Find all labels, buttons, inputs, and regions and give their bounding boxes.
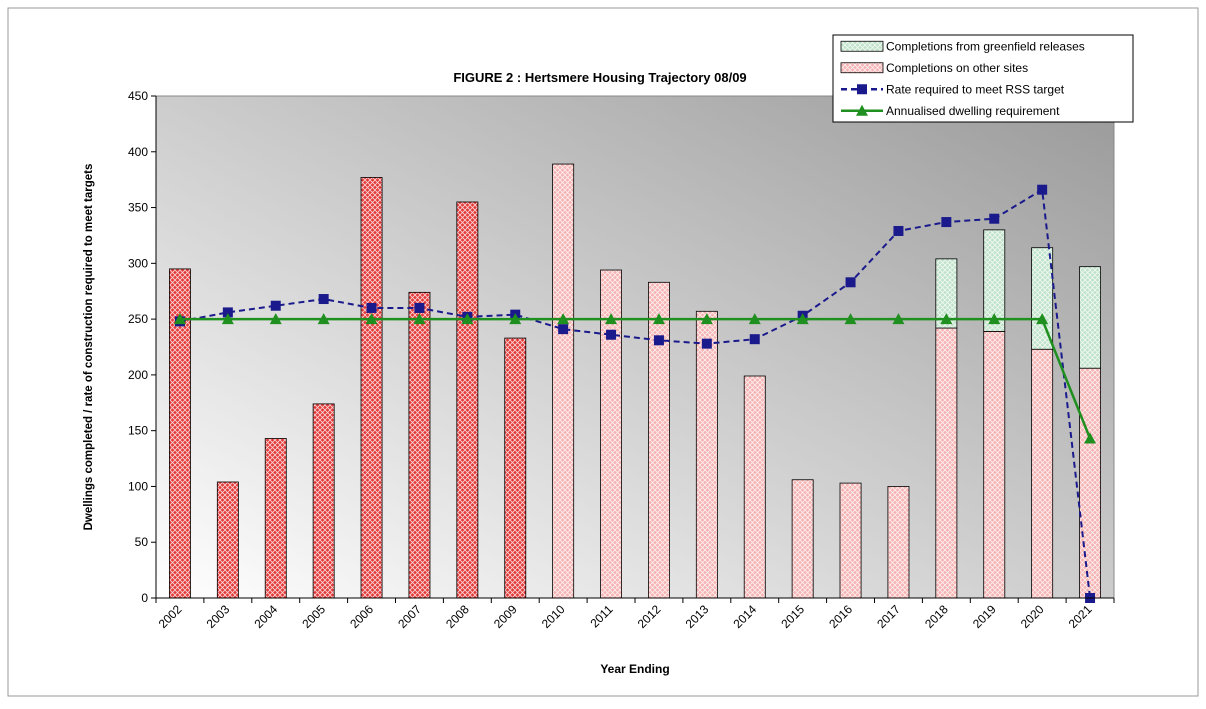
- legend-label: Rate required to meet RSS target: [886, 82, 1065, 96]
- line: [179, 188, 1092, 599]
- marker: [989, 213, 1000, 224]
- y-tick-label: 350: [128, 201, 148, 215]
- legend-marker: [857, 84, 867, 95]
- marker: [365, 313, 378, 325]
- bar: [887, 486, 910, 599]
- marker: [1037, 184, 1048, 195]
- bar: [216, 481, 239, 599]
- marker: [1084, 432, 1097, 444]
- bar: [983, 330, 1006, 599]
- marker: [701, 338, 712, 349]
- legend-label: Annualised dwelling requirement: [886, 104, 1060, 118]
- y-tick-label: 450: [128, 89, 148, 103]
- y-tick-label: 150: [128, 424, 148, 438]
- legend-label: Completions on other sites: [886, 61, 1028, 75]
- bar: [264, 438, 287, 599]
- plot-area: [155, 95, 1115, 599]
- bar: [504, 337, 527, 599]
- bar: [552, 163, 575, 599]
- marker: [269, 313, 282, 325]
- y-tick-label: 100: [128, 479, 148, 493]
- marker: [606, 329, 617, 340]
- marker: [940, 313, 953, 325]
- bar: [983, 229, 1006, 332]
- marker: [414, 302, 425, 313]
- y-tick-label: 300: [128, 256, 148, 270]
- bar: [312, 403, 335, 599]
- marker: [941, 217, 952, 228]
- marker: [221, 313, 234, 325]
- marker: [1036, 313, 1049, 325]
- bar: [648, 281, 670, 599]
- legend-marker: [856, 104, 868, 116]
- marker: [653, 335, 664, 346]
- marker: [605, 313, 618, 325]
- marker: [509, 313, 522, 325]
- legend-label: Completions from greenfield releases: [886, 39, 1085, 53]
- chart-title: FIGURE 2 : Hertsmere Housing Trajectory …: [453, 70, 746, 85]
- marker: [652, 313, 665, 325]
- marker: [796, 313, 809, 325]
- marker: [893, 225, 904, 236]
- y-tick-label: 50: [135, 535, 149, 549]
- marker: [318, 294, 329, 305]
- marker: [749, 334, 760, 345]
- marker: [222, 307, 233, 318]
- marker: [413, 313, 426, 325]
- marker: [366, 302, 377, 313]
- marker: [558, 324, 569, 335]
- marker: [988, 313, 1001, 325]
- bar: [935, 258, 958, 329]
- bar: [743, 375, 766, 599]
- bar: [360, 177, 383, 599]
- bar: [839, 482, 862, 599]
- marker: [557, 313, 570, 325]
- bar: [1031, 247, 1054, 350]
- bar: [408, 291, 431, 599]
- y-tick-label: 0: [141, 591, 148, 605]
- marker: [461, 313, 474, 325]
- marker: [845, 277, 856, 288]
- y-axis-label: Dwellings completed / rate of constructi…: [83, 164, 95, 531]
- bar: [456, 201, 479, 599]
- y-tick-label: 250: [128, 312, 148, 326]
- bar: [695, 310, 718, 599]
- marker: [317, 313, 330, 325]
- marker: [844, 313, 857, 325]
- y-tick-label: 400: [128, 145, 148, 159]
- marker: [173, 313, 186, 325]
- x-axis-label: Year Ending: [600, 662, 669, 676]
- line: [179, 317, 1092, 439]
- bar: [791, 479, 814, 599]
- marker: [892, 313, 905, 325]
- legend-swatch: [840, 40, 884, 52]
- marker: [748, 313, 761, 325]
- marker: [700, 313, 713, 325]
- y-tick-label: 200: [128, 368, 148, 382]
- bar: [935, 327, 958, 599]
- marker: [270, 300, 281, 311]
- bar: [1079, 367, 1101, 599]
- bar: [1031, 348, 1054, 599]
- legend-swatch: [840, 62, 884, 74]
- bar: [1079, 266, 1101, 369]
